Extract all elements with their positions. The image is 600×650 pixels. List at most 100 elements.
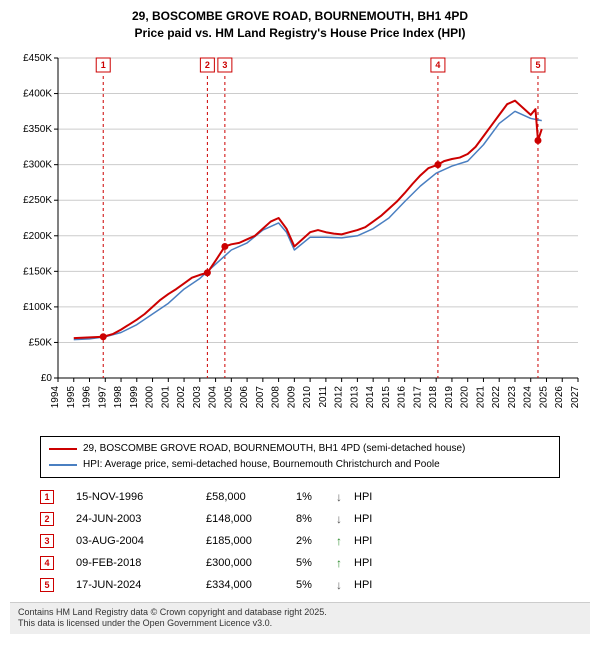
legend-swatch-2 xyxy=(49,464,77,466)
sale-date: 03-AUG-2004 xyxy=(76,535,206,547)
svg-text:2000: 2000 xyxy=(145,385,156,408)
svg-text:1: 1 xyxy=(101,60,106,70)
sales-row: 5 17-JUN-2024£334,0005%↓HPI xyxy=(40,574,560,596)
sales-row: 1 15-NOV-1996£58,0001%↓HPI xyxy=(40,486,560,508)
svg-text:£450K: £450K xyxy=(23,53,52,64)
svg-text:2024: 2024 xyxy=(523,385,534,408)
sale-marker-box: 5 xyxy=(40,578,54,592)
svg-text:£100K: £100K xyxy=(23,301,52,312)
footer-line-2: This data is licensed under the Open Gov… xyxy=(18,618,582,630)
sale-price: £185,000 xyxy=(206,535,296,547)
sales-table: 115-NOV-1996£58,0001%↓HPI224-JUN-2003£14… xyxy=(40,486,560,596)
svg-text:£400K: £400K xyxy=(23,88,52,99)
svg-text:2005: 2005 xyxy=(223,385,234,408)
svg-text:2003: 2003 xyxy=(192,385,203,408)
legend: 29, BOSCOMBE GROVE ROAD, BOURNEMOUTH, BH… xyxy=(40,436,560,478)
svg-text:2026: 2026 xyxy=(554,385,565,408)
legend-row-2: HPI: Average price, semi-detached house,… xyxy=(49,457,551,473)
svg-text:£0: £0 xyxy=(41,373,53,384)
title-line-1: 29, BOSCOMBE GROVE ROAD, BOURNEMOUTH, BH… xyxy=(10,8,590,25)
legend-row-1: 29, BOSCOMBE GROVE ROAD, BOURNEMOUTH, BH… xyxy=(49,441,551,457)
svg-text:£350K: £350K xyxy=(23,124,52,135)
sale-arrow-icon: ↓ xyxy=(336,490,354,504)
sale-tag: HPI xyxy=(354,579,394,591)
svg-text:2006: 2006 xyxy=(239,385,250,408)
svg-text:2002: 2002 xyxy=(176,385,187,408)
sale-price: £58,000 xyxy=(206,491,296,503)
footer-line-1: Contains HM Land Registry data © Crown c… xyxy=(18,607,582,619)
sale-date: 24-JUN-2003 xyxy=(76,513,206,525)
svg-text:2013: 2013 xyxy=(349,385,360,408)
title-block: 29, BOSCOMBE GROVE ROAD, BOURNEMOUTH, BH… xyxy=(10,8,590,42)
svg-text:1997: 1997 xyxy=(97,385,108,408)
sales-row: 2 24-JUN-2003£148,0008%↓HPI xyxy=(40,508,560,530)
svg-text:2001: 2001 xyxy=(160,385,171,408)
sale-marker-box: 4 xyxy=(40,556,54,570)
svg-text:2014: 2014 xyxy=(365,385,376,408)
sale-tag: HPI xyxy=(354,535,394,547)
sale-arrow-icon: ↓ xyxy=(336,578,354,592)
svg-text:2010: 2010 xyxy=(302,385,313,408)
svg-text:2018: 2018 xyxy=(428,385,439,408)
svg-text:1994: 1994 xyxy=(50,385,61,408)
sales-row: 3 03-AUG-2004£185,0002%↑HPI xyxy=(40,530,560,552)
svg-text:3: 3 xyxy=(222,60,227,70)
svg-text:2016: 2016 xyxy=(397,385,408,408)
svg-text:1996: 1996 xyxy=(82,385,93,408)
svg-text:2022: 2022 xyxy=(491,385,502,408)
sale-tag: HPI xyxy=(354,513,394,525)
svg-text:2017: 2017 xyxy=(412,385,423,408)
svg-text:5: 5 xyxy=(535,60,540,70)
legend-swatch-1 xyxy=(49,448,77,450)
sale-price: £334,000 xyxy=(206,579,296,591)
svg-text:£150K: £150K xyxy=(23,266,52,277)
sale-price: £300,000 xyxy=(206,557,296,569)
sale-marker-box: 2 xyxy=(40,512,54,526)
svg-text:2020: 2020 xyxy=(460,385,471,408)
svg-text:4: 4 xyxy=(435,60,440,70)
sale-delta: 8% xyxy=(296,513,336,525)
sale-date: 15-NOV-1996 xyxy=(76,491,206,503)
svg-text:2027: 2027 xyxy=(570,385,581,408)
svg-text:£250K: £250K xyxy=(23,195,52,206)
sales-row: 4 09-FEB-2018£300,0005%↑HPI xyxy=(40,552,560,574)
svg-text:£200K: £200K xyxy=(23,230,52,241)
chart-svg: £0 £50K £100K £150K £200K £250K £300K £350K £400… xyxy=(10,48,590,428)
sale-date: 09-FEB-2018 xyxy=(76,557,206,569)
sale-delta: 5% xyxy=(296,579,336,591)
sale-price: £148,000 xyxy=(206,513,296,525)
svg-text:2012: 2012 xyxy=(334,385,345,408)
svg-text:2023: 2023 xyxy=(507,385,518,408)
sale-delta: 2% xyxy=(296,535,336,547)
sale-arrow-icon: ↓ xyxy=(336,512,354,526)
sale-tag: HPI xyxy=(354,491,394,503)
svg-text:1995: 1995 xyxy=(66,385,77,408)
svg-text:1999: 1999 xyxy=(129,385,140,408)
sale-delta: 1% xyxy=(296,491,336,503)
svg-text:£300K: £300K xyxy=(23,159,52,170)
sale-marker-box: 3 xyxy=(40,534,54,548)
svg-text:2021: 2021 xyxy=(475,385,486,408)
svg-text:1998: 1998 xyxy=(113,385,124,408)
chart-area: £0 £50K £100K £150K £200K £250K £300K £350K £400… xyxy=(10,48,590,428)
svg-text:2025: 2025 xyxy=(538,385,549,408)
footer: Contains HM Land Registry data © Crown c… xyxy=(10,602,590,634)
svg-text:2015: 2015 xyxy=(381,385,392,408)
legend-label-2: HPI: Average price, semi-detached house,… xyxy=(83,457,440,473)
title-line-2: Price paid vs. HM Land Registry's House … xyxy=(10,25,590,42)
svg-text:2: 2 xyxy=(205,60,210,70)
svg-text:2009: 2009 xyxy=(286,385,297,408)
sale-date: 17-JUN-2024 xyxy=(76,579,206,591)
chart-container: 29, BOSCOMBE GROVE ROAD, BOURNEMOUTH, BH… xyxy=(0,0,600,642)
svg-text:£50K: £50K xyxy=(29,337,53,348)
sale-arrow-icon: ↑ xyxy=(336,534,354,548)
svg-text:2008: 2008 xyxy=(271,385,282,408)
sale-marker-box: 1 xyxy=(40,490,54,504)
svg-text:2004: 2004 xyxy=(208,385,219,408)
svg-text:2011: 2011 xyxy=(318,385,329,407)
legend-label-1: 29, BOSCOMBE GROVE ROAD, BOURNEMOUTH, BH… xyxy=(83,441,465,457)
sale-delta: 5% xyxy=(296,557,336,569)
sale-tag: HPI xyxy=(354,557,394,569)
svg-text:2019: 2019 xyxy=(444,385,455,408)
sale-arrow-icon: ↑ xyxy=(336,556,354,570)
